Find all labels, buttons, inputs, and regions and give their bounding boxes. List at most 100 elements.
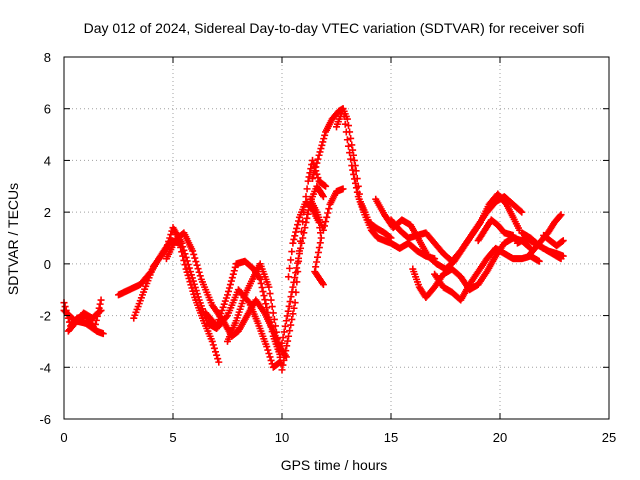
data-point-marker <box>213 351 221 359</box>
data-points <box>60 105 567 374</box>
data-point-marker <box>195 268 203 276</box>
data-point-marker <box>292 228 300 236</box>
data-point-marker <box>311 167 319 175</box>
data-point-marker <box>178 239 186 247</box>
data-point-marker <box>304 210 312 218</box>
series-sat-j <box>306 185 347 234</box>
data-point-marker <box>558 237 566 245</box>
data-point-marker <box>319 281 327 289</box>
data-point-marker <box>321 131 329 139</box>
data-point-marker <box>287 293 295 301</box>
data-point-marker <box>343 136 351 144</box>
data-point-marker <box>352 184 360 192</box>
data-point-marker <box>339 105 347 113</box>
data-point-marker <box>295 247 303 255</box>
data-point-marker <box>313 258 321 266</box>
data-point-marker <box>314 253 322 261</box>
data-point-marker <box>559 237 567 245</box>
data-point-marker <box>267 296 275 304</box>
data-point-marker <box>310 171 318 179</box>
data-point-marker <box>225 284 233 292</box>
data-point-marker <box>291 299 299 307</box>
data-point-marker <box>294 268 302 276</box>
data-point-marker <box>193 290 201 298</box>
data-point-marker <box>322 182 330 190</box>
data-point-marker <box>224 287 232 295</box>
data-point-marker <box>192 287 200 295</box>
data-point-marker <box>288 315 296 323</box>
x-tick-label: 25 <box>602 430 616 445</box>
data-point-marker <box>353 188 361 196</box>
data-point-marker <box>284 337 292 345</box>
data-point-marker <box>270 315 278 323</box>
data-point-marker <box>323 213 331 221</box>
data-point-marker <box>347 134 355 142</box>
data-point-marker <box>269 309 277 317</box>
data-point-marker <box>346 149 354 157</box>
data-point-marker <box>280 328 288 336</box>
data-point-marker <box>292 288 300 296</box>
data-point-marker <box>312 263 320 271</box>
data-point-marker <box>272 328 280 336</box>
data-point-marker <box>194 265 202 273</box>
data-point-marker <box>214 355 222 363</box>
data-point-marker <box>166 234 174 242</box>
data-point-marker <box>295 257 303 265</box>
series-sat-l <box>333 105 439 263</box>
data-point-marker <box>350 156 358 164</box>
data-point-marker <box>320 135 328 143</box>
y-tick-label: 8 <box>44 50 51 65</box>
data-point-marker <box>281 322 289 330</box>
data-point-marker <box>525 243 533 251</box>
data-point-marker <box>517 207 525 215</box>
data-point-marker <box>339 185 347 193</box>
data-point-marker <box>183 257 191 265</box>
data-point-marker <box>189 277 197 285</box>
data-point-marker <box>162 244 170 252</box>
y-tick-label: -4 <box>39 360 51 375</box>
data-point-marker <box>306 169 314 177</box>
data-point-marker <box>342 128 350 136</box>
y-axis-label: SDTVAR / TECUs <box>5 183 21 295</box>
data-point-marker <box>210 344 218 352</box>
data-point-marker <box>265 283 273 291</box>
data-point-marker <box>97 296 105 304</box>
data-point-marker <box>309 175 317 183</box>
x-tick-label: 5 <box>169 430 176 445</box>
data-point-marker <box>303 185 311 193</box>
data-point-marker <box>289 239 297 247</box>
data-point-marker <box>315 151 323 159</box>
x-tick-label: 20 <box>493 430 507 445</box>
data-point-marker <box>281 351 289 359</box>
data-point-marker <box>318 191 326 199</box>
data-point-marker <box>291 274 299 282</box>
data-point-marker <box>278 366 286 374</box>
data-point-marker <box>96 307 104 315</box>
data-point-marker <box>165 237 173 245</box>
data-point-marker <box>314 155 322 163</box>
data-point-marker <box>279 361 287 369</box>
data-point-marker <box>322 218 330 226</box>
data-point-marker <box>190 250 198 258</box>
data-point-marker <box>518 208 526 216</box>
data-point-marker <box>348 162 356 170</box>
data-point-marker <box>262 300 270 308</box>
x-axis-label: GPS time / hours <box>281 457 388 473</box>
data-point-marker <box>288 248 296 256</box>
data-point-marker <box>97 306 105 314</box>
data-point-marker <box>303 214 311 222</box>
data-point-marker <box>350 170 358 178</box>
y-tick-label: 2 <box>44 205 51 220</box>
data-point-marker <box>255 274 263 282</box>
data-point-marker <box>557 211 565 219</box>
data-point-marker <box>287 256 295 264</box>
data-point-marker <box>212 348 220 356</box>
data-point-marker <box>304 177 312 185</box>
data-point-marker <box>184 261 192 269</box>
data-point-marker <box>226 281 234 289</box>
data-point-marker <box>287 321 295 329</box>
data-point-marker <box>289 283 297 291</box>
data-point-marker <box>96 300 104 308</box>
data-point-marker <box>301 224 309 232</box>
chart-title: Day 012 of 2024, Sidereal Day-to-day VTE… <box>84 20 585 36</box>
